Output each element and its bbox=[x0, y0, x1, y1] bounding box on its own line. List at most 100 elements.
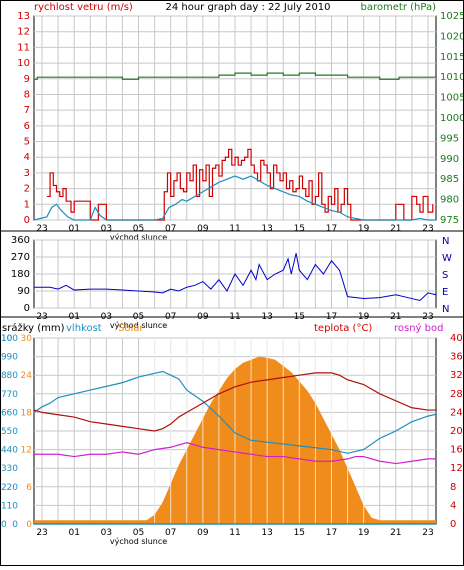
p1-x-tick-label: 23 bbox=[422, 224, 433, 234]
solar-tick-label: 18 bbox=[21, 408, 33, 418]
p2-left-tick-label: 180 bbox=[11, 269, 30, 280]
p1-right-tick-label: 1010 bbox=[440, 72, 464, 83]
p1-left-tick-label: 5 bbox=[24, 137, 30, 148]
p1-right-tick-label: 1015 bbox=[440, 52, 464, 63]
p1-left-tick-label: 2 bbox=[24, 184, 30, 195]
rain-tick-label: 7 bbox=[1, 390, 7, 400]
p1-x-tick-label: 05 bbox=[133, 224, 144, 234]
p3-x-tick-label: 15 bbox=[294, 528, 305, 538]
wind-speed-line bbox=[46, 148, 434, 221]
p1-left-tick-label: 3 bbox=[24, 168, 30, 179]
humidity-tick-label: 100 bbox=[1, 334, 18, 344]
temperature-tick-label: 32 bbox=[450, 370, 463, 381]
humidity-tick-label: 50 bbox=[7, 427, 19, 437]
wind-average-line bbox=[33, 175, 436, 221]
temperature-line bbox=[33, 372, 436, 432]
p1-x-tick-label: 23 bbox=[36, 224, 47, 234]
solar-tick-label: 30 bbox=[21, 334, 33, 344]
humidity-tick-label: 60 bbox=[7, 408, 19, 418]
wind-direction-line bbox=[34, 253, 437, 301]
p1-left-tick-label: 7 bbox=[24, 105, 30, 116]
rain-tick-label: 10 bbox=[1, 334, 13, 344]
temperature-tick-label: 24 bbox=[450, 407, 463, 418]
temperature-humidity-panel: srážky (mm) vlhkost Solar teplota (°C) r… bbox=[1, 322, 463, 546]
p1-right-tick-label: 1020 bbox=[440, 31, 464, 42]
rain-tick-label: 3 bbox=[1, 464, 7, 474]
p2-left-tick-label: 0 bbox=[24, 303, 30, 314]
header-right-label: barometr (hPa) bbox=[361, 2, 437, 13]
p2-left-tick-label: 90 bbox=[17, 286, 30, 297]
p1-left-tick-label: 0 bbox=[24, 215, 30, 226]
p1-left-tick-label: 8 bbox=[24, 89, 30, 100]
p3-x-tick-label: 09 bbox=[197, 528, 209, 538]
p1-sunrise-label: východ slunce bbox=[110, 233, 167, 242]
rain-tick-label: 0 bbox=[1, 520, 7, 530]
pressure-line bbox=[34, 72, 436, 80]
humidity-tick-label: 0 bbox=[12, 520, 18, 530]
p3-x-tick-label: 23 bbox=[36, 528, 47, 538]
dewpoint-line bbox=[34, 442, 436, 465]
p1-x-tick-label: 15 bbox=[294, 224, 305, 234]
p1-x-tick-label: 13 bbox=[261, 224, 272, 234]
p1-right-tick-label: 990 bbox=[440, 154, 459, 165]
legend-dewpoint: rosný bod bbox=[394, 322, 443, 334]
rain-tick-label: 5 bbox=[1, 427, 7, 437]
header-title: 24 hour graph day : 22 July 2010 bbox=[165, 2, 330, 13]
solar-tick-label: 0 bbox=[26, 520, 32, 530]
solar-tick-label: 12 bbox=[21, 446, 32, 456]
p3-x-tick-label: 21 bbox=[390, 528, 401, 538]
p1-left-tick-label: 13 bbox=[17, 11, 30, 22]
rain-tick-label: 1 bbox=[1, 501, 7, 511]
humidity-tick-label: 10 bbox=[7, 501, 19, 511]
legend-rain: srážky (mm) bbox=[2, 322, 65, 334]
legend-temperature: teplota (°C) bbox=[314, 323, 372, 334]
p2-left-tick-label: 360 bbox=[11, 235, 30, 246]
temperature-tick-label: 40 bbox=[450, 333, 463, 344]
humidity-tick-label: 70 bbox=[7, 390, 19, 400]
p1-right-tick-label: 1025 bbox=[440, 11, 464, 22]
humidity-tick-label: 20 bbox=[7, 483, 19, 493]
p1-x-tick-label: 09 bbox=[197, 224, 209, 234]
p1-right-tick-label: 1000 bbox=[440, 113, 464, 124]
p1-left-tick-label: 12 bbox=[17, 27, 30, 38]
temperature-tick-label: 36 bbox=[450, 352, 463, 363]
p2-compass-label: N bbox=[442, 304, 449, 315]
p3-x-tick-label: 07 bbox=[165, 528, 176, 538]
rain-tick-label: 2 bbox=[1, 483, 7, 493]
p1-right-tick-label: 980 bbox=[440, 195, 459, 206]
p1-left-tick-label: 9 bbox=[24, 74, 30, 85]
p2-left-tick-label: 270 bbox=[11, 252, 30, 263]
p3-x-tick-label: 19 bbox=[358, 528, 370, 538]
p1-x-tick-label: 21 bbox=[390, 224, 401, 234]
p1-left-tick-label: 11 bbox=[17, 42, 30, 53]
humidity-tick-label: 80 bbox=[7, 371, 19, 381]
p1-x-tick-label: 11 bbox=[229, 224, 240, 234]
solar-tick-label: 24 bbox=[21, 371, 33, 381]
p3-x-tick-label: 01 bbox=[68, 528, 79, 538]
humidity-tick-label: 90 bbox=[7, 353, 19, 363]
p1-right-tick-label: 1005 bbox=[440, 93, 464, 104]
temperature-tick-label: 8 bbox=[450, 482, 456, 493]
rain-tick-label: 9 bbox=[1, 353, 7, 363]
p1-x-tick-label: 19 bbox=[358, 224, 370, 234]
p1-right-tick-label: 975 bbox=[440, 215, 459, 226]
temperature-tick-label: 20 bbox=[450, 426, 463, 437]
p1-x-tick-label: 17 bbox=[326, 224, 337, 234]
p1-left-tick-label: 4 bbox=[24, 152, 30, 163]
temperature-tick-label: 16 bbox=[450, 445, 463, 456]
p2-sunrise-label: východ slunce bbox=[110, 321, 167, 330]
temperature-tick-label: 28 bbox=[450, 389, 463, 400]
p3-x-tick-label: 03 bbox=[101, 528, 112, 538]
header-left-label: rychlost vetru (m/s) bbox=[34, 2, 133, 13]
p2-compass-label: S bbox=[442, 270, 448, 281]
p3-sunrise-label: východ slunce bbox=[110, 537, 167, 546]
rain-tick-label: 4 bbox=[1, 446, 7, 456]
temperature-tick-label: 12 bbox=[450, 463, 463, 474]
p1-x-tick-label: 03 bbox=[101, 224, 112, 234]
legend-humidity: vlhkost bbox=[66, 323, 102, 334]
rain-tick-label: 6 bbox=[1, 408, 7, 418]
p1-right-tick-label: 985 bbox=[440, 174, 459, 185]
